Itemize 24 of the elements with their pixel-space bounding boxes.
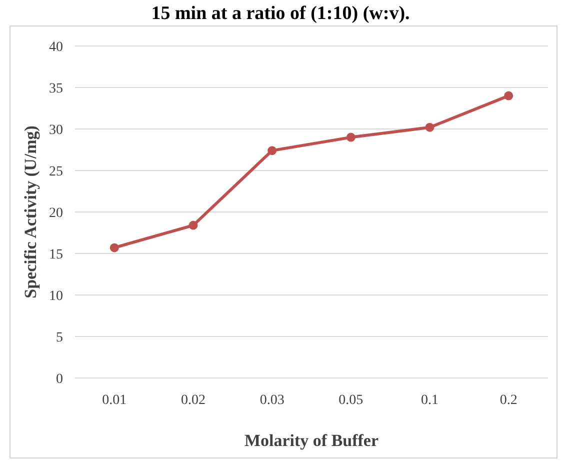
y-tick-label: 35	[49, 81, 63, 96]
y-tick-label: 5	[56, 330, 63, 346]
y-axis-title: Specific Activity (U/mg)	[21, 126, 40, 298]
x-tick-label: 0.05	[338, 393, 364, 408]
x-tick-label: 0.2	[500, 393, 518, 408]
chart-title: 15 min at a ratio of (1:10) (w:v).	[151, 3, 410, 24]
x-tick-label: 0.03	[260, 393, 284, 408]
y-tick-label: 10	[49, 288, 63, 304]
y-tick-label: 15	[49, 247, 63, 262]
y-tick-label: 25	[49, 164, 63, 180]
x-tick-label: 0.1	[421, 393, 438, 408]
x-tick-label: 0.01	[102, 393, 127, 408]
point	[188, 220, 198, 230]
x-axis-title: Molarity of Buffer	[244, 431, 379, 450]
point	[504, 91, 514, 100]
point	[346, 132, 356, 142]
point	[110, 243, 119, 252]
y-tick-label: 40	[49, 40, 63, 55]
point	[425, 122, 434, 132]
y-tick-label: 20	[49, 206, 63, 221]
x-tick-label: 0.02	[181, 393, 206, 408]
point	[268, 146, 277, 156]
y-tick-label: 0	[56, 372, 63, 387]
y-tick-label: 30	[49, 122, 63, 138]
